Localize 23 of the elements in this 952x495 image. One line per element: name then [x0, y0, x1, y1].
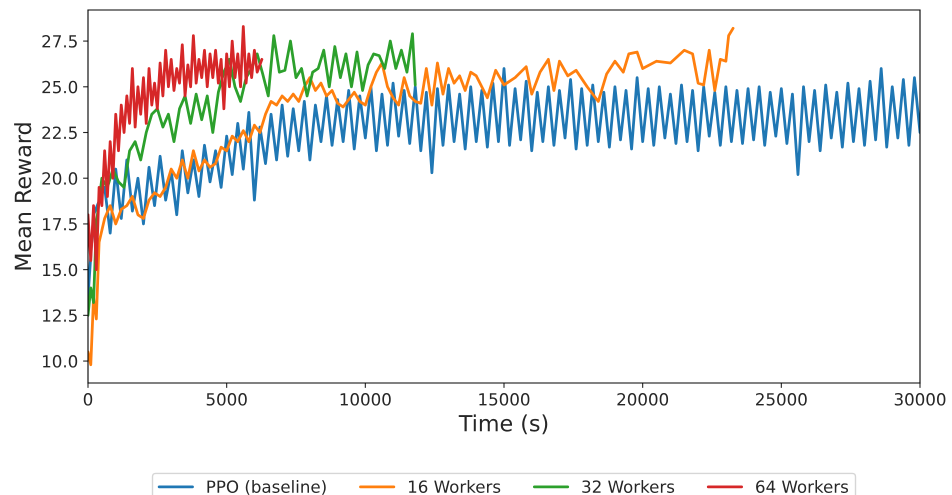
- x-axis-title: Time (s): [458, 414, 548, 434]
- x-tick-label: 25000: [756, 393, 807, 406]
- y-tick-label: 27.5: [42, 35, 77, 48]
- line-series: [88, 26, 734, 366]
- y-tick-label: 17.5: [43, 218, 77, 230]
- legend-label: 32 Workers: [582, 480, 674, 493]
- legend-label: 64 Workers: [756, 480, 848, 493]
- x-tick-label: 5000: [206, 393, 247, 406]
- x-tick-label: 0: [84, 393, 92, 406]
- x-tick-label: 30000: [894, 393, 946, 406]
- y-tick-label: 25.0: [42, 80, 78, 94]
- y-tick-label: 22.5: [42, 126, 77, 140]
- y-tick-label: 20.0: [42, 172, 78, 185]
- line-series: [88, 25, 264, 272]
- y-tick-label: 12.5: [43, 309, 77, 322]
- legend-label: 16 Workers: [408, 480, 500, 493]
- x-tick-label: 10000: [340, 393, 391, 406]
- legend-label: PPO (baseline): [207, 480, 326, 495]
- y-axis-title: Mean Reward: [14, 123, 32, 270]
- y-tick-label: 10.0: [43, 355, 78, 368]
- x-tick-label: 20000: [617, 393, 668, 406]
- y-tick-label: 15.0: [43, 264, 78, 276]
- x-tick-label: 15000: [479, 393, 530, 406]
